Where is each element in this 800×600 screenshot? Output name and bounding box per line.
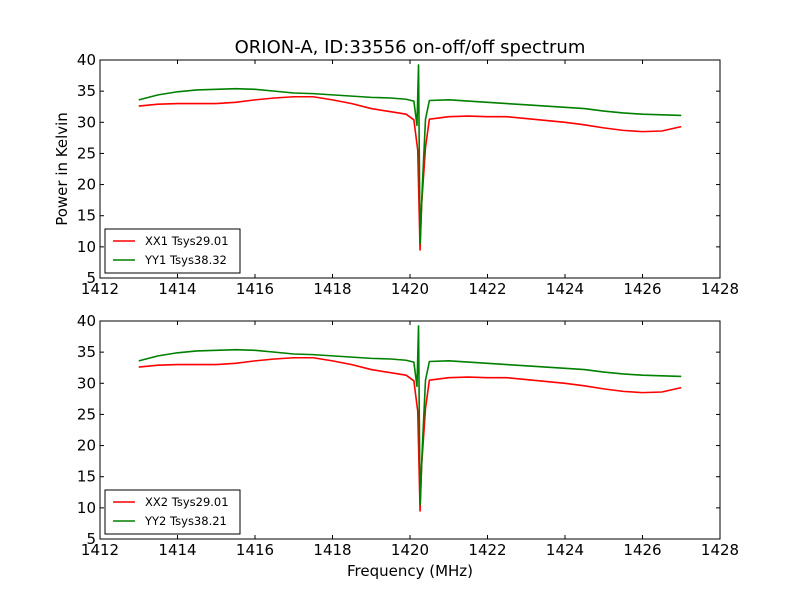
x-tick-label: 1428 <box>701 280 739 298</box>
x-tick-label: 1414 <box>158 541 196 559</box>
x-tick-label: 1414 <box>158 280 196 298</box>
y-tick-label: 5 <box>86 530 96 548</box>
x-tick-label: 1428 <box>701 541 739 559</box>
y-axis-label: Power in Kelvin <box>53 112 71 226</box>
y-tick-label: 20 <box>77 176 96 194</box>
series-line-2 <box>138 325 682 506</box>
x-tick-label: 1416 <box>236 541 274 559</box>
legend-entry-2: YY2 Tsys38.21 <box>144 514 227 528</box>
series-line-2 <box>138 64 682 245</box>
y-tick-label: 25 <box>77 144 96 162</box>
bottom-panel: 1412 1414 1416 1418 1420 1422 1424 1426 1428 5 10 1… <box>77 312 739 559</box>
y-tick-label: 10 <box>77 238 96 256</box>
y-tick-label: 30 <box>77 374 96 392</box>
x-tick-label: 1418 <box>313 280 351 298</box>
y-tick-label: 35 <box>77 82 96 100</box>
y-tick-label: 25 <box>77 405 96 423</box>
x-tick-label: 1412 <box>81 541 119 559</box>
x-tick-label: 1426 <box>623 541 661 559</box>
y-tick-label: 10 <box>77 499 96 517</box>
y-tick-label: 30 <box>77 113 96 131</box>
x-tick-label: 1424 <box>546 280 584 298</box>
x-tick-label: 1422 <box>468 280 506 298</box>
x-tick-label: 1418 <box>313 541 351 559</box>
legend-entry-2: YY1 Tsys38.32 <box>144 253 227 267</box>
y-tick-label: 5 <box>86 269 96 287</box>
legend-entry-1: XX1 Tsys29.01 <box>145 234 229 248</box>
x-tick-label: 1422 <box>468 541 506 559</box>
y-tick-label: 40 <box>77 312 96 330</box>
x-axis-label: Frequency (MHz) <box>347 562 473 580</box>
y-tick-label: 15 <box>77 207 96 225</box>
figure-title: ORION-A, ID:33556 on-off/off spectrum <box>235 37 586 58</box>
legend-box <box>104 228 241 274</box>
legend-entry-1: XX2 Tsys29.01 <box>145 495 229 509</box>
x-tick-label: 1420 <box>391 280 429 298</box>
y-tick-label: 35 <box>77 343 96 361</box>
y-tick-label: 40 <box>77 51 96 69</box>
y-tick-label: 20 <box>77 437 96 455</box>
top-panel: 1412 1414 1416 1418 1420 1422 1424 1426 1428 5 10 1… <box>77 51 739 298</box>
legend-box <box>104 489 241 535</box>
x-tick-label: 1424 <box>546 541 584 559</box>
x-tick-label: 1412 <box>81 280 119 298</box>
x-tick-label: 1416 <box>236 280 274 298</box>
y-tick-label: 15 <box>77 468 96 486</box>
x-tick-label: 1426 <box>623 280 661 298</box>
x-tick-label: 1420 <box>391 541 429 559</box>
